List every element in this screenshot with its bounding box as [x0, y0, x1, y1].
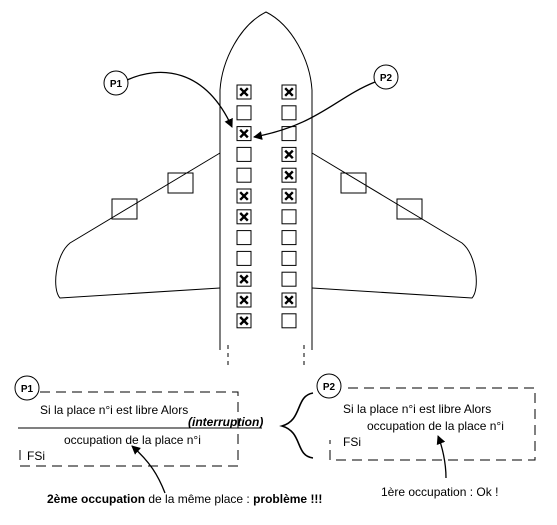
problem-annotation-bold: 2ème occupation — [47, 492, 145, 506]
left-wing — [55, 152, 221, 299]
problem-annotation: 2ème occupation de la même place : probl… — [47, 492, 322, 506]
ok-annotation: 1ère occupation : Ok ! — [381, 485, 498, 499]
airplane — [55, 11, 477, 368]
seat-right-10-free — [281, 271, 297, 287]
seat-left-6-occupied — [236, 188, 252, 204]
seat-right-6-occupied — [281, 188, 297, 204]
p2-code-line1: Si la place n°i est libre Alors — [343, 402, 491, 416]
seat-right-9-free — [281, 250, 297, 266]
p1-code-line2: occupation de la place n°i — [64, 433, 201, 447]
engine-right-inner — [340, 172, 367, 194]
seat-left-7-occupied — [236, 209, 252, 225]
seat-left-11-occupied — [236, 292, 252, 308]
seat-left-2-free — [236, 105, 252, 121]
engine-left-outer — [111, 198, 138, 220]
seat-left-5-free — [236, 167, 252, 183]
brace — [279, 392, 314, 459]
seat-left-3-occupied — [236, 126, 252, 142]
p2-code-line2: occupation de la place n°i — [367, 419, 504, 433]
p1-circle-top: P1 — [103, 70, 129, 96]
problem-annotation-mid: de la même place : — [145, 492, 253, 506]
seat-grid — [236, 84, 297, 329]
seat-right-12-free — [281, 313, 297, 329]
seat-left-12-occupied — [236, 313, 252, 329]
problem-arrow — [131, 445, 166, 494]
p1-label-top: P1 — [110, 79, 123, 90]
problem-annotation-end: problème !!! — [253, 492, 322, 506]
p2-dashed-frame — [329, 387, 536, 461]
seat-left-8-free — [236, 230, 252, 246]
ok-arrow — [436, 435, 447, 479]
engine-left-inner — [167, 172, 194, 194]
seat-left-4-free — [236, 146, 252, 162]
seat-left-1-occupied — [236, 84, 252, 100]
seat-left-9-free — [236, 250, 252, 266]
p1-interruption-label: (interruption) — [188, 415, 263, 429]
seat-left-10-occupied — [236, 271, 252, 287]
right-wing — [311, 152, 477, 299]
seat-right-7-free — [281, 209, 297, 225]
p1-arrow — [126, 71, 233, 128]
fuselage — [219, 11, 313, 350]
seat-right-1-occupied — [281, 84, 297, 100]
seat-right-8-free — [281, 230, 297, 246]
seat-right-3-free — [281, 126, 297, 142]
p2-code-line3: FSi — [343, 435, 361, 449]
seat-right-5-occupied — [281, 167, 297, 183]
seat-right-2-free — [281, 105, 297, 121]
p2-label-bottom: P2 — [323, 382, 336, 393]
p1-code-line3: FSi — [27, 449, 45, 463]
seat-right-4-occupied — [281, 146, 297, 162]
seat-right-11-occupied — [281, 292, 297, 308]
p2-arrow — [253, 81, 376, 140]
p2-code-block: P2 Si la place n°i est libre Alors occup… — [316, 373, 536, 461]
p1-dashed-frame — [19, 391, 239, 467]
p1-code-line1: Si la place n°i est libre Alors — [40, 403, 188, 417]
engine-right-outer — [396, 198, 423, 220]
p2-circle-top: P2 — [373, 64, 399, 90]
p1-code-block: P1 Si la place n°i est libre Alors (inte… — [14, 375, 263, 467]
p1-label-bottom: P1 — [21, 384, 34, 395]
p2-label-top: P2 — [380, 73, 393, 84]
